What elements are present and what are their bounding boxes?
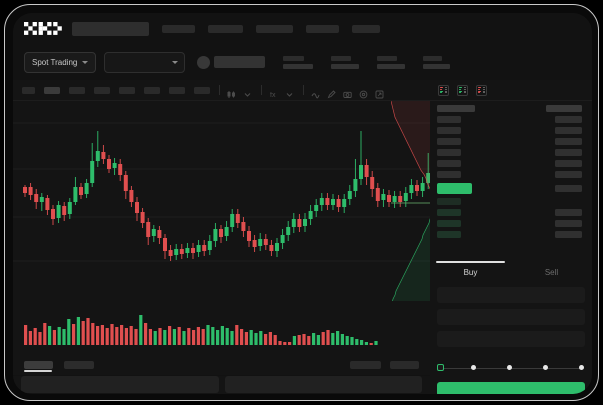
tab-sell-label: Sell [544,267,559,277]
orderbook-header-price [437,105,475,112]
ticker-stat-3 [423,55,451,69]
timeframe-button-3[interactable] [94,86,110,94]
amount-slider[interactable] [437,363,585,373]
orderbook-ask-row[interactable] [430,149,592,156]
tab-buy[interactable]: Buy [430,261,511,283]
ticker-stat-0 [283,55,314,69]
orderbook-header-amount [546,105,582,112]
trading-mode-label: Spot Trading [32,57,78,67]
orderbook-ask-row[interactable] [430,171,592,178]
amount-field[interactable] [437,331,585,347]
toolbar-divider [219,85,220,95]
price-chart[interactable] [13,101,430,301]
chevron-down-icon[interactable] [243,86,252,97]
chevron-down-icon [82,60,89,64]
orderbook-header-row [430,105,592,112]
nav-item-4[interactable] [352,24,380,33]
bottom-tab-0[interactable] [24,361,53,369]
slider-stop-100[interactable] [579,365,584,370]
orderbook-bid-row[interactable] [430,220,592,227]
candlestick-series [13,122,430,262]
order-type-field[interactable] [437,287,585,303]
slider-stop-75[interactable] [543,365,548,370]
chevron-down-icon [172,60,179,64]
bottom-tab-1[interactable] [64,361,94,369]
search-input[interactable] [72,21,149,36]
nav-item-1[interactable] [208,24,243,33]
pencil-icon[interactable] [327,86,336,98]
top-navigation-bar [13,13,592,44]
orderbook-bid-row[interactable] [430,198,592,205]
orderbook[interactable] [430,101,592,259]
trading-mode-selector[interactable]: Spot Trading [24,51,97,73]
orderbook-bid-row[interactable] [430,231,592,238]
orderbook-ask-row[interactable] [430,127,592,134]
line-tool-icon[interactable] [311,86,320,98]
volume-bar-series [24,315,378,345]
timeframe-button-4[interactable] [119,86,135,94]
orderbook-bids-icon[interactable] [457,84,468,96]
svg-text:fx: fx [270,92,276,99]
timeframe-button-2[interactable] [69,86,85,94]
timeframe-button-1[interactable] [44,86,60,94]
timeframe-button-5[interactable] [144,86,160,94]
nav-item-3[interactable] [306,24,339,33]
okx-logo-icon[interactable] [24,22,62,35]
market-header-bar: Spot Trading [13,44,592,80]
buy-sell-tab-bar: Buy Sell [430,261,592,283]
toolbar-divider [261,85,262,95]
timeframe-button-0[interactable] [22,86,35,94]
avatar [197,55,211,69]
submit-order-button[interactable] [437,382,585,394]
bottom-content-area [13,376,430,394]
order-entry-form [430,283,592,358]
trading-pair-selector[interactable] [104,51,186,73]
toolbar-divider [303,85,304,95]
orderbook-toolbar [430,80,592,101]
active-tab-underline [24,370,52,372]
ticker-stat-2 [377,55,406,69]
orderbook-ask-row[interactable] [430,116,592,123]
pair-name-label [214,56,266,68]
order-panel: Buy Sell [430,101,592,394]
fullscreen-icon[interactable] [375,86,384,98]
orderbook-current-price-row[interactable] [430,183,592,194]
status-badge [437,183,472,194]
chevron-down-icon[interactable] [285,86,294,97]
nav-item-0[interactable] [162,24,195,33]
timeframe-button-6[interactable] [169,86,185,94]
camera-icon[interactable] [343,86,352,98]
orderbook-asks-icon[interactable] [476,84,487,96]
indicators-icon[interactable]: fx [269,86,278,99]
volume-chart[interactable] [13,301,430,355]
bottom-action-0[interactable] [350,361,381,369]
bottom-action-1[interactable] [390,361,419,369]
orderbook-both-icon[interactable] [438,84,449,96]
bottom-placeholder-1 [224,376,422,393]
tablet-device-frame: Spot Trading [4,4,599,401]
orderbook-ask-row[interactable] [430,160,592,167]
bottom-placeholder-0 [21,376,219,393]
orderbook-bid-row[interactable] [430,209,592,216]
settings-icon[interactable] [359,86,368,98]
slider-stop-25[interactable] [471,365,476,370]
slider-stop-50[interactable] [507,365,512,370]
chart-toolbar: fx [13,80,430,101]
bottom-tab-bar [13,355,430,375]
chart-type-candles-icon[interactable] [227,86,236,98]
tab-sell[interactable]: Sell [511,261,592,283]
nav-item-2[interactable] [256,24,293,33]
timeframe-button-7[interactable] [194,86,210,94]
orderbook-ask-row[interactable] [430,138,592,145]
app-screen: Spot Trading [13,13,592,394]
price-field[interactable] [437,309,585,325]
tab-buy-label: Buy [463,267,478,277]
ticker-stat-1 [331,55,360,69]
slider-handle[interactable] [437,364,444,371]
